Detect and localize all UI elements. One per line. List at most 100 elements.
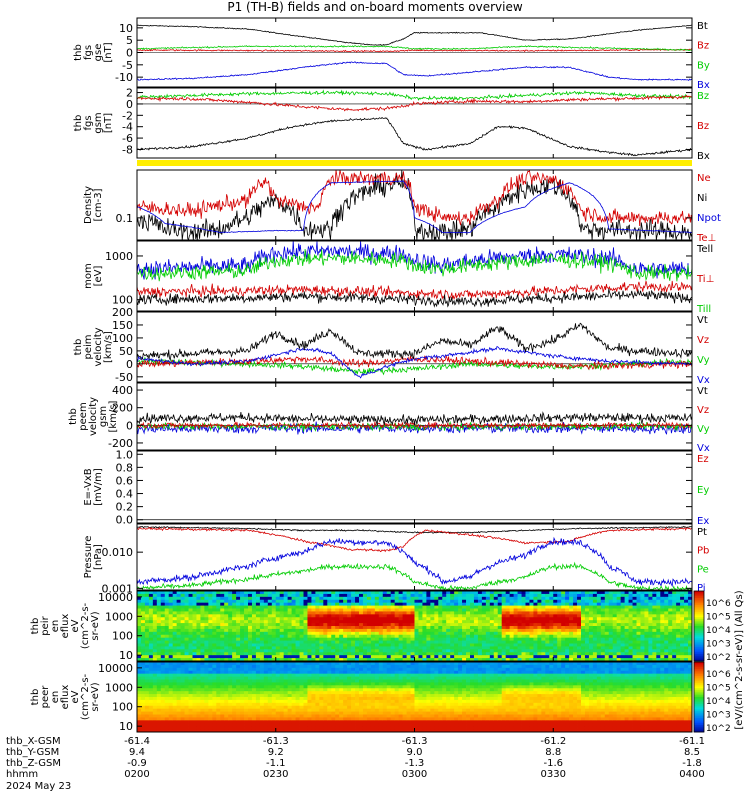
y-tick-label: -10	[115, 71, 133, 84]
series-vy	[136, 420, 693, 432]
y-axis-label: en	[50, 620, 61, 633]
panel-pressure: 0.010 0.001 Pressure [nPa] Pt Pb Pe Pi	[83, 523, 709, 595]
legend-label: Vz	[697, 335, 709, 346]
y-tick-label: 0.001	[102, 582, 134, 595]
y-tick-label: -4	[122, 121, 133, 134]
y-tick-label: 200	[112, 402, 133, 415]
x-tick-label: 9.4	[129, 747, 145, 758]
y-axis-label: [nT]	[103, 42, 114, 62]
x-axis-row-label: thb_Y-GSM	[6, 747, 59, 758]
x-tick-label: -1.6	[543, 758, 563, 769]
y-tick-label: 100	[112, 701, 133, 714]
y-axis-label: fgs	[83, 45, 94, 60]
series-npot	[136, 180, 693, 234]
y-axis-label: thb	[73, 44, 84, 61]
panel-temp: 1000 100 mom [eV] Tell Ti⊥ Till	[83, 240, 714, 315]
y-axis-label: sr-eV)	[90, 682, 101, 711]
legend-label: Bt	[697, 21, 708, 32]
x-tick-label: -0.9	[127, 758, 147, 769]
y-axis-label: [nPa]	[93, 544, 104, 570]
x-axis-row-label: thb_Z-GSM	[6, 758, 61, 769]
y-tick-label: 2	[126, 87, 133, 100]
series-pi	[136, 536, 693, 588]
y-axis-label: fgs	[83, 115, 94, 130]
series-ti⊥-blue	[136, 240, 693, 280]
x-tick-label: 8.5	[684, 747, 700, 758]
y-axis-label: gsm	[98, 406, 109, 427]
y-tick-label: 0	[126, 419, 133, 432]
y-axis-label: sr-eV)	[90, 611, 101, 640]
y-tick-label: 1000	[105, 250, 133, 263]
y-tick-label: 100	[112, 332, 133, 345]
y-axis-label: peer	[40, 685, 51, 709]
y-axis-label: velocity	[88, 397, 99, 436]
colorbar-tick-label: 10^6	[706, 670, 731, 680]
y-axis-label: gsm	[93, 112, 104, 133]
legend-label: Vt	[697, 386, 708, 397]
legend-label: Pe	[697, 564, 709, 575]
series-bt	[137, 24, 693, 46]
legend-label: Ez	[697, 454, 709, 465]
x-tick-label: -61.4	[124, 736, 150, 747]
legend-label: Bz	[697, 41, 709, 52]
series-tell	[136, 288, 693, 308]
y-tick-label: -50	[115, 371, 133, 384]
colorbar: 10^6 10^5 10^4 10^3 10^2	[693, 590, 731, 663]
y-tick-label: 1.0	[116, 448, 134, 461]
colorbar-tick-label: 10^5	[706, 613, 731, 623]
series-till	[136, 248, 693, 282]
y-axis-label: eflux	[60, 614, 71, 639]
y-axis-label: peem	[78, 402, 89, 430]
legend-label: Pi	[697, 583, 706, 594]
y-axis-label: (cm^2-s-	[80, 602, 91, 649]
y-tick-label: 400	[112, 384, 133, 397]
y-axis-label: thb	[68, 408, 79, 425]
y-tick-label: 1000	[105, 610, 133, 623]
legend-label: Npot	[697, 213, 721, 224]
y-tick-label: -5	[122, 59, 133, 72]
y-tick-label: 150	[112, 319, 133, 332]
colorbar-tick-label: 10^6	[706, 599, 731, 609]
y-tick-label: 0.2	[116, 501, 134, 514]
y-tick-label: 0.8	[116, 461, 134, 474]
spectrogram-peer: 10000 1000 100 10 thb peer en eflux eV (cm^2-s-sr…	[30, 661, 693, 733]
y-axis-label: thb	[73, 115, 84, 132]
y-tick-label: 200	[112, 306, 133, 319]
colorbar-tick-label: 10^2	[706, 724, 731, 734]
y-tick-label: 0.0	[116, 514, 134, 527]
series-pt	[136, 525, 693, 534]
y-axis-label: gse	[93, 44, 104, 62]
y-axis-label: Pressure	[83, 536, 94, 579]
y-tick-label: -2	[122, 109, 133, 122]
colorbar-tick-label: 10^4	[706, 697, 731, 707]
legend-label: Vy	[697, 355, 710, 366]
y-tick-label: 1000	[105, 681, 133, 694]
panel-peem: 400 200 0 -200 thb peem velocity gsm [km/s] Vt Vz V…	[68, 382, 710, 454]
colorbar-label: [eV/(cm^2-s-sr-eV)] (All Qs)	[734, 590, 745, 729]
series-bz	[136, 94, 693, 112]
y-axis-label: [km/s]	[103, 331, 114, 363]
legend-label: Vz	[697, 405, 709, 416]
series-vx	[136, 345, 693, 379]
colorbar-tick-label: 10^2	[706, 653, 731, 663]
y-tick-label: 0	[126, 98, 133, 111]
y-tick-label: 100	[112, 294, 133, 307]
x-tick-label: 0230	[263, 769, 288, 780]
y-axis-label: [cm-3]	[93, 188, 104, 221]
legend-label: Te⊥	[696, 233, 716, 244]
y-axis-label: velocity	[93, 327, 104, 366]
y-axis-label: [mV/m]	[93, 468, 104, 506]
legend-label: Bz	[697, 121, 709, 132]
y-tick-label: -8	[122, 143, 133, 156]
status-bar	[137, 160, 692, 166]
legend-label: Ti⊥	[696, 274, 714, 285]
y-tick-label: 10000	[98, 591, 133, 604]
y-axis-label: thb	[30, 618, 41, 635]
y-tick-label: 10	[119, 720, 133, 733]
y-axis-label: thb	[73, 339, 84, 356]
legend-label: Ne	[697, 173, 711, 184]
y-axis-label: [km/s]	[108, 400, 119, 432]
